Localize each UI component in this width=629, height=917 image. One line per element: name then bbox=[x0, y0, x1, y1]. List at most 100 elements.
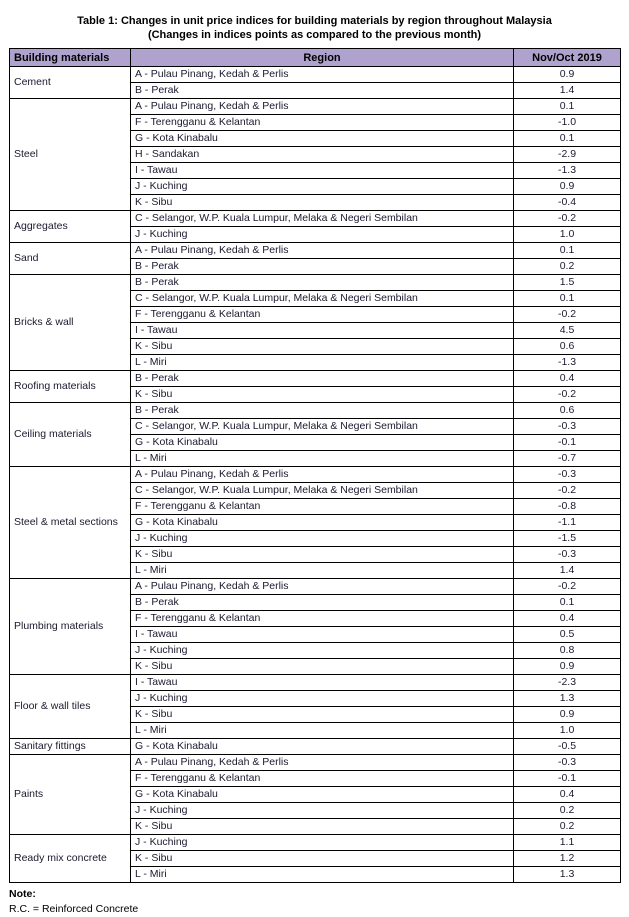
table-title-line-1: Table 1: Changes in unit price indices f… bbox=[77, 15, 552, 27]
value-cell: 0.1 bbox=[513, 98, 621, 115]
value-cell: 0.9 bbox=[513, 66, 621, 83]
value-cell: 1.1 bbox=[513, 834, 621, 851]
value-cell: 0.2 bbox=[513, 818, 621, 835]
value-cell: -0.3 bbox=[513, 466, 621, 483]
region-cell: C - Selangor, W.P. Kuala Lumpur, Melaka … bbox=[130, 482, 514, 499]
value-cell: -1.0 bbox=[513, 114, 621, 131]
value-cell: 0.2 bbox=[513, 258, 621, 275]
value-cell: 0.8 bbox=[513, 642, 621, 659]
region-cell: A - Pulau Pinang, Kedah & Perlis bbox=[130, 98, 514, 115]
value-cell: 0.9 bbox=[513, 706, 621, 723]
material-cell: Plumbing materials bbox=[9, 578, 131, 675]
table-row: Sanitary fittings G - Kota Kinabalu -0.5 bbox=[9, 738, 621, 755]
table-row: Ready mix concrete J - Kuching 1.1 bbox=[9, 834, 621, 883]
value-cell: 4.5 bbox=[513, 322, 621, 339]
region-cell: C - Selangor, W.P. Kuala Lumpur, Melaka … bbox=[130, 418, 514, 435]
region-cell: A - Pulau Pinang, Kedah & Perlis bbox=[130, 242, 514, 259]
value-cell: -1.3 bbox=[513, 162, 621, 179]
region-cell: F - Terengganu & Kelantan bbox=[130, 610, 514, 627]
value-cell: -2.9 bbox=[513, 146, 621, 163]
value-cell: 0.5 bbox=[513, 626, 621, 643]
value-cell: 0.4 bbox=[513, 370, 621, 387]
material-cell: Aggregates bbox=[9, 210, 131, 243]
region-cell: K - Sibu bbox=[130, 658, 514, 675]
table-container: Building materials Region Nov/Oct 2019 C… bbox=[9, 48, 621, 883]
value-cell: -0.2 bbox=[513, 482, 621, 499]
region-cell: B - Perak bbox=[130, 258, 514, 275]
table-row: C - Selangor, W.P. Kuala Lumpur, Melaka … bbox=[10, 290, 621, 307]
region-cell: I - Tawau bbox=[130, 162, 514, 179]
region-cell: J - Kuching bbox=[130, 802, 514, 819]
region-cell: I - Tawau bbox=[130, 322, 514, 339]
region-cell: F - Terengganu & Kelantan bbox=[130, 306, 514, 323]
value-cell: 0.4 bbox=[513, 786, 621, 803]
value-cell: -0.8 bbox=[513, 498, 621, 515]
column-header-value: Nov/Oct 2019 bbox=[513, 48, 621, 67]
table-row: Paints A - Pulau Pinang, Kedah & Perlis -0… bbox=[9, 754, 621, 835]
table-body: Cement A - Pulau Pinang, Kedah & Perlis 0.… bbox=[9, 66, 621, 883]
region-cell: B - Perak bbox=[130, 594, 514, 611]
column-header-region: Region bbox=[130, 48, 514, 67]
region-cell: G - Kota Kinabalu bbox=[130, 786, 514, 803]
value-cell: -0.2 bbox=[513, 386, 621, 403]
table-header: Building materials Region Nov/Oct 2019 bbox=[9, 48, 621, 67]
value-cell: 1.3 bbox=[513, 690, 621, 707]
table-header-row: Building materials Region Nov/Oct 2019 bbox=[9, 48, 621, 67]
table-title-line-2: (Changes in indices points as compared t… bbox=[147, 29, 482, 41]
note-block: Note: R.C. = Reinforced Concrete bbox=[9, 887, 620, 917]
region-cell: K - Sibu bbox=[130, 338, 514, 355]
price-indices-table: Building materials Region Nov/Oct 2019 C… bbox=[9, 48, 621, 883]
value-cell: -0.7 bbox=[513, 450, 621, 467]
region-cell: G - Kota Kinabalu bbox=[130, 130, 514, 147]
region-cell: J - Kuching bbox=[130, 690, 514, 707]
material-cell: Steel bbox=[9, 98, 131, 211]
value-cell: -0.4 bbox=[513, 194, 621, 211]
region-cell: J - Kuching bbox=[130, 642, 514, 659]
value-cell: -0.5 bbox=[513, 738, 621, 755]
column-header-material: Building materials bbox=[9, 48, 131, 67]
value-cell: 0.9 bbox=[513, 178, 621, 195]
value-cell: -0.2 bbox=[513, 578, 621, 595]
region-cell: A - Pulau Pinang, Kedah & Perlis bbox=[130, 754, 514, 771]
region-cell: J - Kuching bbox=[130, 530, 514, 547]
value-cell: 1.4 bbox=[513, 82, 621, 99]
material-cell: Steel & metal sections bbox=[9, 466, 131, 579]
value-cell: -2.3 bbox=[513, 674, 621, 691]
region-cell: L - Miri bbox=[130, 354, 514, 371]
region-cell: F - Terengganu & Kelantan bbox=[130, 114, 514, 131]
table-row: Plumbing materials A - Pulau Pinang, Keda… bbox=[9, 578, 621, 675]
value-cell: -1.1 bbox=[513, 514, 621, 531]
region-cell: B - Perak bbox=[130, 402, 514, 419]
material-cell: Cement bbox=[9, 66, 131, 99]
value-cell: 1.0 bbox=[513, 226, 621, 243]
table-row: J - Kuching 1.3 bbox=[10, 690, 621, 707]
region-cell: H - Sandakan bbox=[130, 146, 514, 163]
material-cell: Sand bbox=[9, 242, 131, 275]
value-cell: 0.2 bbox=[513, 802, 621, 819]
table-row: I - Tawau -1.3 bbox=[10, 162, 621, 179]
region-cell: J - Kuching bbox=[130, 178, 514, 195]
table-row: Sand A - Pulau Pinang, Kedah & Perlis 0.1 bbox=[9, 242, 621, 275]
region-cell: G - Kota Kinabalu bbox=[130, 514, 514, 531]
region-cell: K - Sibu bbox=[130, 818, 514, 835]
value-cell: 1.5 bbox=[513, 274, 621, 291]
region-cell: K - Sibu bbox=[130, 706, 514, 723]
material-cell: Ceiling materials bbox=[9, 402, 131, 467]
region-cell: L - Miri bbox=[130, 562, 514, 579]
region-cell: I - Tawau bbox=[130, 674, 514, 691]
value-cell: -0.1 bbox=[513, 770, 621, 787]
table-row: Floor & wall tiles I - Tawau -2.3 bbox=[9, 674, 621, 739]
region-cell: L - Miri bbox=[130, 450, 514, 467]
value-cell: -1.3 bbox=[513, 354, 621, 371]
value-cell: -1.5 bbox=[513, 530, 621, 547]
table-row: K - Sibu 0.2 bbox=[10, 818, 621, 835]
region-cell: B - Perak bbox=[130, 82, 514, 99]
region-cell: I - Tawau bbox=[130, 626, 514, 643]
value-cell: 0.1 bbox=[513, 290, 621, 307]
region-cell: L - Miri bbox=[130, 866, 514, 883]
region-cell: B - Perak bbox=[130, 370, 514, 387]
table-row: B - Perak 0.1 bbox=[10, 594, 621, 611]
table-row: F - Terengganu & Kelantan -0.2 bbox=[10, 306, 621, 323]
table-row: Aggregates C - Selangor, W.P. Kuala Lumpu… bbox=[9, 210, 621, 243]
table-row: G - Kota Kinabalu 0.4 bbox=[10, 786, 621, 803]
